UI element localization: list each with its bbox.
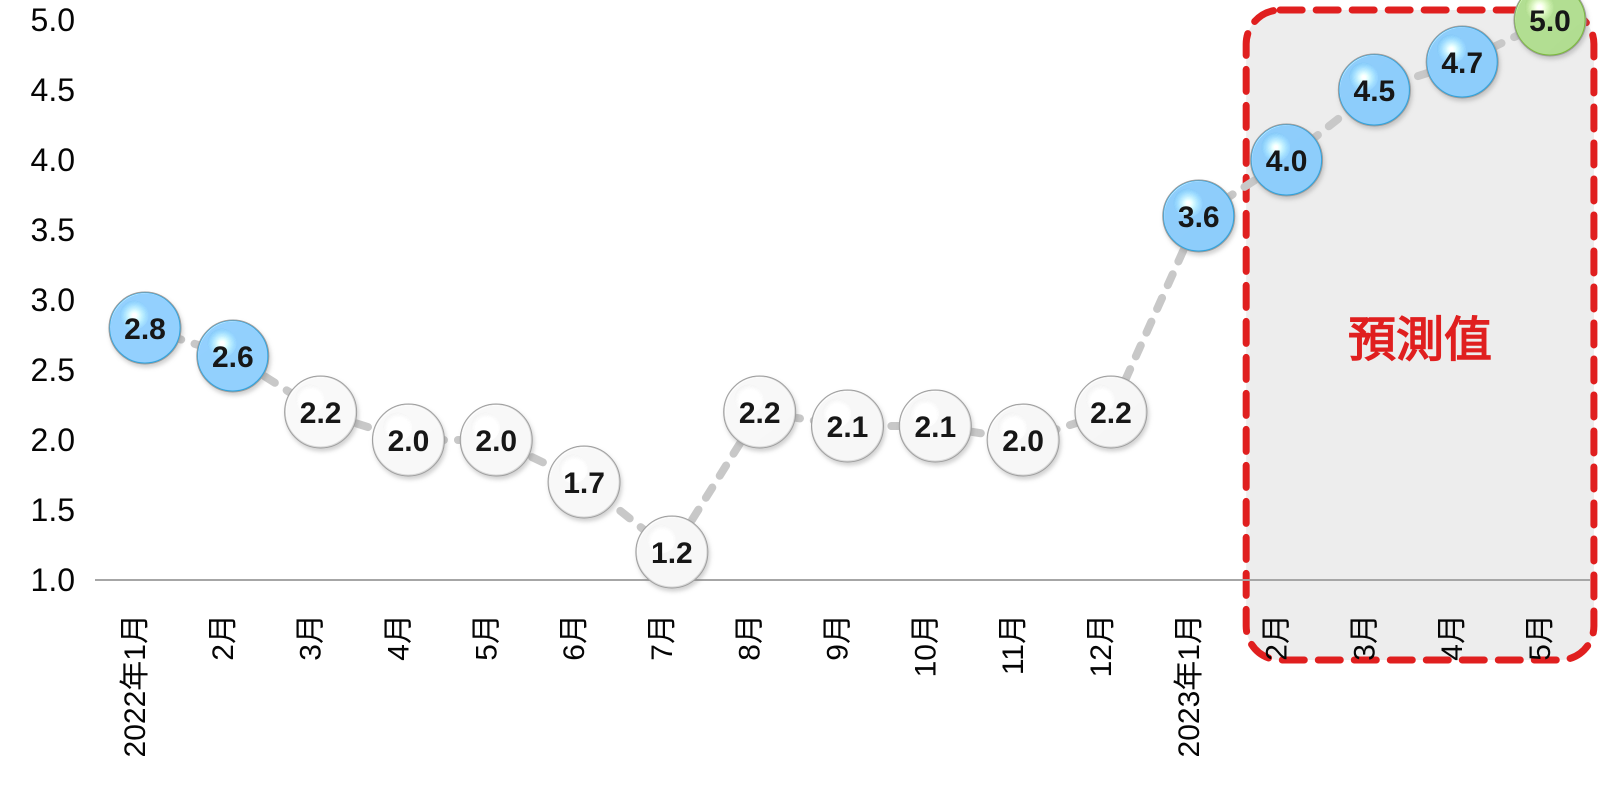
y-tick-label: 1.0 [31, 562, 75, 598]
x-tick-label: 9月 [822, 614, 855, 661]
forecast-label: 預測值 [1348, 314, 1492, 367]
y-tick-label: 2.5 [31, 352, 75, 388]
x-tick-label: 5月 [1524, 614, 1557, 661]
x-tick-label: 7月 [646, 614, 679, 661]
data-marker-label: 2.6 [212, 341, 254, 374]
data-marker-label: 3.6 [1178, 201, 1220, 234]
data-marker-label: 2.2 [1090, 397, 1132, 430]
x-tick-label: 2022年1月 [119, 614, 152, 757]
data-marker-label: 1.7 [563, 467, 605, 500]
y-tick-label: 3.0 [31, 282, 75, 318]
y-tick-label: 3.5 [31, 212, 75, 248]
data-marker-label: 2.0 [475, 425, 517, 458]
x-tick-label: 2月 [207, 614, 240, 661]
y-tick-label: 4.5 [31, 72, 75, 108]
x-tick-label: 2月 [1261, 614, 1294, 661]
y-tick-label: 4.0 [31, 142, 75, 178]
x-tick-label: 4月 [382, 614, 415, 661]
y-tick-label: 2.0 [31, 422, 75, 458]
data-marker-label: 4.5 [1354, 75, 1396, 108]
data-marker-label: 5.0 [1529, 5, 1571, 38]
data-marker-label: 2.2 [739, 397, 781, 430]
x-tick-label: 12月 [1085, 614, 1118, 677]
data-marker-label: 4.7 [1441, 47, 1483, 80]
data-marker-label: 4.0 [1266, 145, 1308, 178]
x-tick-label: 4月 [1436, 614, 1469, 661]
line-chart: 1.0 1.5 2.0 2.5 3.0 3.5 4.0 4.5 5.0 2.8 2.6 2.2 2.0 2… [0, 0, 1600, 790]
chart-root: 1.0 1.5 2.0 2.5 3.0 3.5 4.0 4.5 5.0 2.8 2.6 2.2 2.0 2… [0, 0, 1600, 790]
x-tick-label: 3月 [295, 614, 328, 661]
x-tick-label: 11月 [997, 614, 1030, 675]
data-marker-label: 2.1 [914, 411, 956, 444]
y-tick-label: 1.5 [31, 492, 75, 528]
data-marker-label: 2.2 [300, 397, 342, 430]
data-marker-label: 2.8 [124, 313, 166, 346]
x-tick-label: 6月 [558, 614, 591, 661]
data-marker-label: 2.0 [388, 425, 430, 458]
data-marker-label: 2.0 [1002, 425, 1044, 458]
x-tick-label: 8月 [734, 614, 767, 661]
x-tick-label: 3月 [1348, 614, 1381, 661]
x-tick-label: 10月 [909, 614, 942, 677]
data-marker-label: 2.1 [827, 411, 869, 444]
x-tick-label: 5月 [470, 614, 503, 661]
y-tick-label: 5.0 [31, 2, 75, 38]
data-marker-label: 1.2 [651, 537, 693, 570]
x-tick-label: 2023年1月 [1173, 614, 1206, 757]
